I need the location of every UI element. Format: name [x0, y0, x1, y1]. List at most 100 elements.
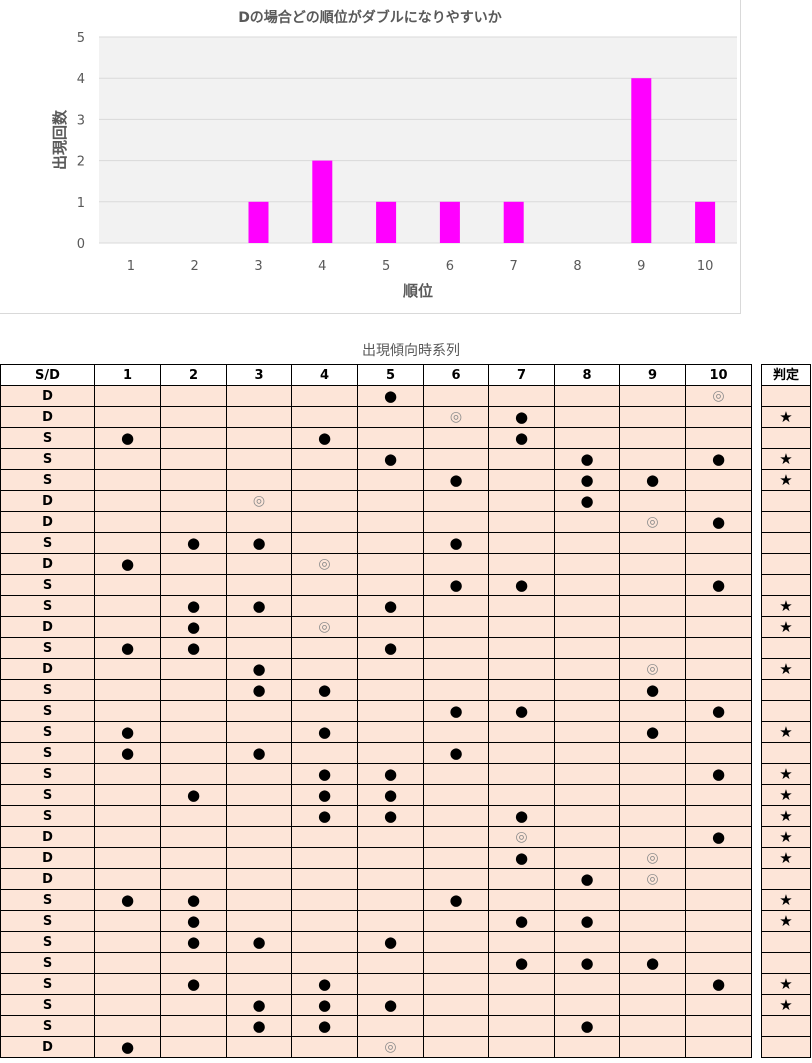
- judge-cell: ★: [761, 784, 811, 806]
- empty-cell: [554, 889, 620, 911]
- empty-cell: [619, 973, 686, 995]
- table-row: S ● ● ●: [0, 595, 752, 617]
- dot-icon: ●: [383, 386, 398, 405]
- empty-cell: [94, 826, 161, 848]
- double-circle-icon: ◎: [515, 829, 528, 845]
- dot-mark-cell: ●: [423, 574, 489, 596]
- empty-cell: [685, 847, 752, 869]
- empty-cell: [685, 595, 752, 617]
- dot-icon: ●: [186, 974, 201, 993]
- empty-cell: [685, 1036, 752, 1058]
- empty-cell: [423, 784, 489, 806]
- dot-mark-cell: ●: [226, 931, 292, 953]
- empty-cell: [94, 1015, 161, 1037]
- judge-cell: [761, 742, 811, 764]
- judge-cell: ★: [761, 658, 811, 680]
- empty-cell: [160, 847, 227, 869]
- dot-icon: ●: [317, 806, 332, 825]
- judge-cell: [761, 931, 811, 953]
- judge-row: ★: [761, 847, 811, 869]
- empty-cell: [94, 406, 161, 428]
- empty-cell: [619, 763, 686, 785]
- empty-cell: [488, 1015, 555, 1037]
- judge-row: ★: [761, 826, 811, 848]
- empty-cell: [423, 952, 489, 974]
- empty-cell: [226, 511, 292, 533]
- empty-cell: [160, 742, 227, 764]
- empty-cell: [423, 805, 489, 827]
- empty-cell: [94, 511, 161, 533]
- dot-mark-cell: ●: [160, 637, 227, 659]
- table-row: S ● ● ●: [0, 889, 752, 911]
- dot-mark-cell: ●: [685, 448, 752, 470]
- empty-cell: [160, 994, 227, 1016]
- empty-cell: [423, 427, 489, 449]
- occurrence-table: S/D 1 2 3 4 5 6 7 8 9 10 D ● ◎ D ◎ ● S ● ● ● S ● ● ● S ● ● ● D ◎ ● D ◎ ● S…: [0, 364, 752, 1058]
- empty-cell: [554, 973, 620, 995]
- star-icon: ★: [779, 470, 793, 489]
- y-tick-label: 2: [77, 155, 85, 170]
- empty-cell: [291, 406, 358, 428]
- empty-cell: [685, 658, 752, 680]
- empty-cell: [94, 532, 161, 554]
- empty-cell: [160, 553, 227, 575]
- double-circle-icon: ◎: [384, 1039, 397, 1055]
- empty-cell: [291, 595, 358, 617]
- empty-cell: [423, 595, 489, 617]
- empty-cell: [226, 784, 292, 806]
- empty-cell: [423, 553, 489, 575]
- bar: [312, 160, 333, 243]
- double-circle-icon: ◎: [646, 871, 659, 887]
- empty-cell: [423, 973, 489, 995]
- dot-mark-cell: ●: [160, 532, 227, 554]
- dot-icon: ●: [711, 701, 726, 720]
- empty-cell: [488, 469, 555, 491]
- dot-icon: ●: [383, 932, 398, 951]
- table-row: S ● ● ●: [0, 637, 752, 659]
- rank-header-7: 7: [488, 364, 555, 386]
- sd-cell: S: [0, 742, 95, 764]
- empty-cell: [423, 658, 489, 680]
- empty-cell: [488, 784, 555, 806]
- star-icon: ★: [779, 617, 793, 636]
- judge-cell: ★: [761, 721, 811, 743]
- dot-mark-cell: ●: [291, 784, 358, 806]
- sd-cell: D: [0, 385, 95, 407]
- dot-mark-cell: ●: [357, 784, 424, 806]
- double-mark-cell: ◎: [291, 553, 358, 575]
- empty-cell: [423, 994, 489, 1016]
- table-row: S ● ● ●: [0, 721, 752, 743]
- judge-row: ★: [761, 469, 811, 491]
- star-icon: ★: [779, 806, 793, 825]
- sd-cell: S: [0, 574, 95, 596]
- empty-cell: [160, 805, 227, 827]
- empty-cell: [423, 679, 489, 701]
- empty-cell: [226, 406, 292, 428]
- dot-icon: ●: [120, 722, 135, 741]
- judge-row: ★: [761, 889, 811, 911]
- star-icon: ★: [779, 722, 793, 741]
- empty-cell: [160, 469, 227, 491]
- empty-cell: [488, 511, 555, 533]
- dot-mark-cell: ●: [291, 973, 358, 995]
- empty-cell: [488, 595, 555, 617]
- sd-cell: S: [0, 952, 95, 974]
- empty-cell: [554, 427, 620, 449]
- y-tick-label: 0: [77, 237, 85, 252]
- judge-cell: [761, 511, 811, 533]
- empty-cell: [357, 952, 424, 974]
- table-row: S ● ● ●: [0, 469, 752, 491]
- double-mark-cell: ◎: [357, 1036, 424, 1058]
- dot-mark-cell: ●: [619, 721, 686, 743]
- dot-icon: ●: [645, 953, 660, 972]
- empty-cell: [423, 616, 489, 638]
- judge-row: ★: [761, 910, 811, 932]
- empty-cell: [619, 994, 686, 1016]
- empty-cell: [685, 721, 752, 743]
- empty-cell: [291, 742, 358, 764]
- empty-cell: [226, 952, 292, 974]
- empty-cell: [685, 910, 752, 932]
- empty-cell: [488, 532, 555, 554]
- dot-icon: ●: [580, 953, 594, 972]
- dot-icon: ●: [120, 1037, 135, 1056]
